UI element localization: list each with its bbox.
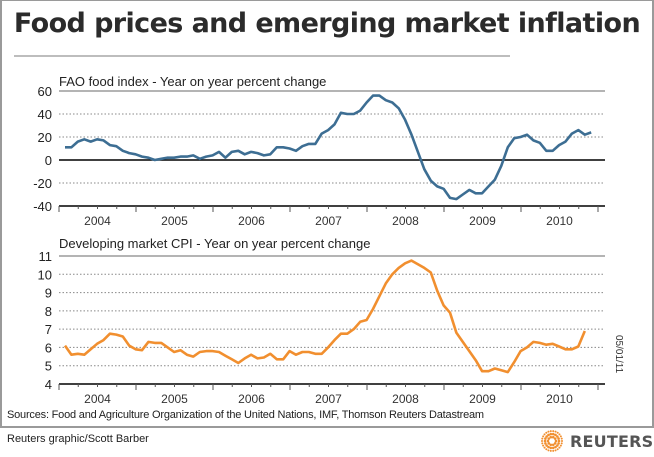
logo-dot <box>557 439 561 443</box>
cpi-y-tick-label: 10 <box>38 267 52 282</box>
logo-dot <box>552 449 555 452</box>
cpi-series-line <box>63 259 586 374</box>
logo-dot <box>559 435 562 438</box>
logo-dot <box>549 443 553 447</box>
fao-x-tick-label: 2005 <box>161 214 188 228</box>
fao-x-tick-label: 2008 <box>392 214 419 228</box>
cpi-y-tick-label: 9 <box>45 286 52 301</box>
fao-x-tick-label: 2007 <box>315 214 342 228</box>
logo-dot <box>541 442 544 445</box>
cpi-x-tick-label: 2010 <box>546 392 573 406</box>
logo-dot <box>561 440 563 442</box>
logo-dot <box>547 437 551 440</box>
logo-dot <box>556 435 559 438</box>
logo-dot <box>554 430 557 433</box>
cpi-x-tick-label: 2009 <box>469 392 496 406</box>
cpi-y-tick-label: 5 <box>45 359 52 374</box>
fao-chart-title: FAO food index - Year on year percent ch… <box>59 74 326 89</box>
fao-y-tick-label: -40 <box>33 199 52 214</box>
logo-dot <box>547 445 550 449</box>
logo-dot <box>557 442 560 445</box>
logo-dot <box>558 446 561 449</box>
logo-dot <box>549 432 553 436</box>
logo-dot <box>549 449 552 452</box>
cpi-y-tick-label: 8 <box>45 304 52 319</box>
logo-dot <box>549 430 552 433</box>
logo-dot <box>547 449 550 452</box>
logo-dot <box>544 437 547 440</box>
logo-dot <box>553 442 557 445</box>
logo-dot <box>545 444 548 447</box>
logo-dot <box>553 437 557 440</box>
logo-dot <box>554 433 557 437</box>
cpi-x-tick-label: 2006 <box>238 392 265 406</box>
fao-series-line <box>65 94 592 201</box>
logo-dot <box>551 446 555 450</box>
cpi-y-tick-label: 11 <box>39 249 53 264</box>
logo-dot <box>554 445 557 449</box>
logo-dot <box>556 444 559 447</box>
title-divider <box>14 55 510 57</box>
fao-y-tick-label: 0 <box>45 153 52 168</box>
cpi-x-tick-label: 2007 <box>315 392 342 406</box>
logo-dot <box>547 433 550 437</box>
cpi-y-tick-label: 6 <box>45 340 52 355</box>
logo-dot <box>545 435 548 438</box>
logo-dot <box>547 442 551 445</box>
reuters-logo-text: REUTERS <box>570 431 654 451</box>
chart-frame <box>0 0 654 428</box>
logo-dot <box>544 442 547 445</box>
logo-dot <box>552 430 555 433</box>
page-title: Food prices and emerging market inflatio… <box>13 8 641 39</box>
cpi-x-tick-label: 2004 <box>84 392 111 406</box>
logo-dot <box>547 430 550 433</box>
logo-dot <box>542 435 545 438</box>
fao-x-tick-label: 2004 <box>84 214 111 228</box>
cpi-x-tick-label: 2005 <box>161 392 188 406</box>
logo-dot <box>554 449 557 452</box>
cpi-y-tick-label: 4 <box>45 377 52 392</box>
logo-dot <box>545 448 548 451</box>
graphic-credit: Reuters graphic/Scott Barber <box>7 433 149 445</box>
logo-dot <box>546 439 550 443</box>
fao-y-tick-label: 60 <box>38 84 52 99</box>
fao-y-tick-label: -20 <box>33 176 52 191</box>
logo-dot <box>556 448 559 451</box>
logo-dot <box>554 439 558 443</box>
logo-dot <box>549 435 553 439</box>
logo-dot <box>558 433 561 436</box>
logo-dot <box>559 444 562 447</box>
logo-dot <box>551 435 555 439</box>
sources-note: Sources: Food and Agriculture Organizati… <box>7 409 484 421</box>
fao-chart: FAO food index - Year on year percent ch… <box>33 74 605 228</box>
fao-x-tick-label: 2009 <box>469 214 496 228</box>
publish-date: 05/01/11 <box>613 335 624 374</box>
reuters-dot-ring-icon <box>541 430 563 452</box>
logo-dot <box>541 437 544 440</box>
logo-dot <box>542 444 545 447</box>
fao-y-tick-label: 20 <box>38 130 52 145</box>
logo-dot <box>545 431 548 434</box>
logo-dot <box>551 443 555 447</box>
cpi-x-tick-label: 2008 <box>392 392 419 406</box>
logo-dot <box>549 446 553 450</box>
fao-y-tick-label: 40 <box>38 107 52 122</box>
reuters-logo: REUTERS <box>540 429 653 453</box>
footer-divider <box>0 426 654 427</box>
cpi-chart-title: Developing market CPI - Year on year per… <box>59 236 370 251</box>
logo-dot <box>543 446 546 449</box>
fao-x-tick-label: 2010 <box>546 214 573 228</box>
logo-dot <box>557 437 560 440</box>
cpi-chart: Developing market CPI - Year on year per… <box>38 236 605 406</box>
fao-x-tick-label: 2006 <box>238 214 265 228</box>
logo-dot <box>556 431 559 434</box>
logo-dot <box>541 440 543 442</box>
cpi-y-tick-label: 7 <box>45 322 52 337</box>
logo-dot <box>551 432 555 436</box>
logo-dot <box>543 433 546 436</box>
logo-dot <box>560 437 563 440</box>
logo-dot <box>560 442 563 445</box>
logo-dot <box>543 439 547 443</box>
